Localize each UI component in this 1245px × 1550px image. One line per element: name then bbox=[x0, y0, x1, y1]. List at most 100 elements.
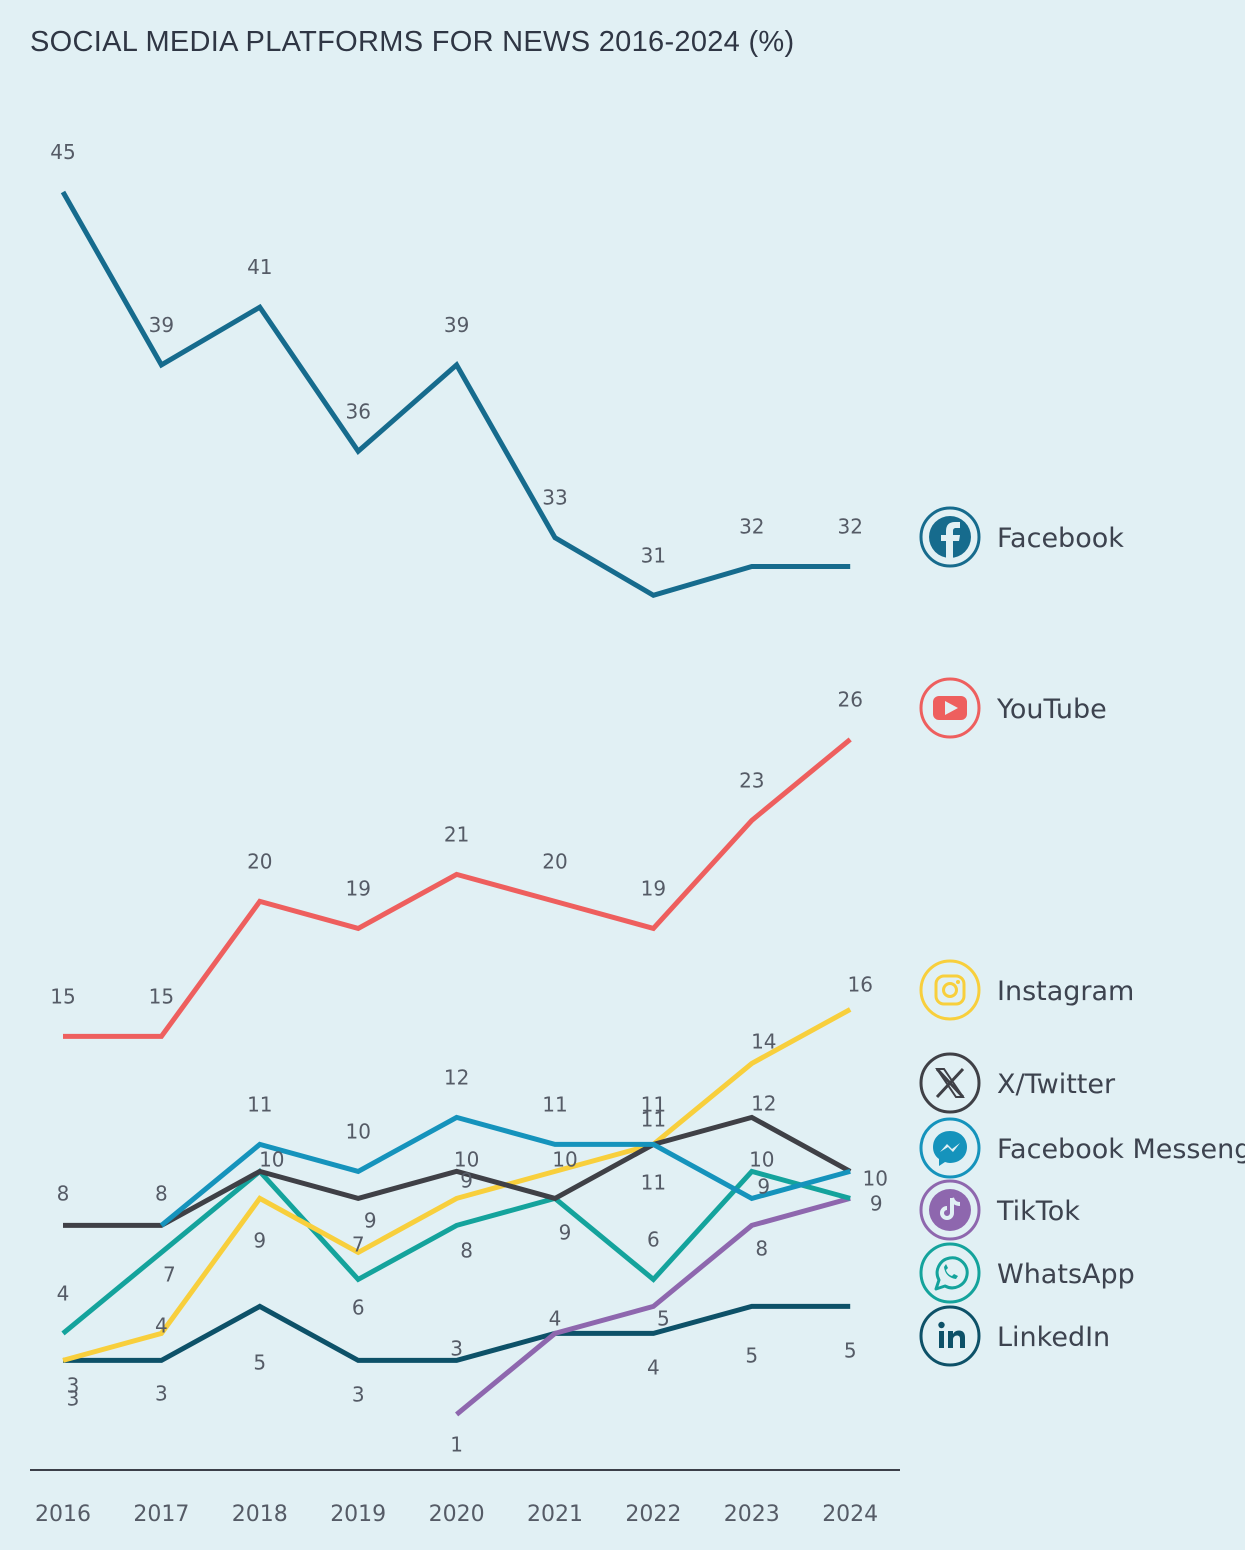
data-label-whatsapp: 7 bbox=[163, 1262, 176, 1286]
data-label-linkedin: 5 bbox=[745, 1343, 758, 1367]
data-label-linkedin: 3 bbox=[155, 1381, 168, 1405]
legend-label: Instagram bbox=[997, 976, 1134, 1007]
data-label-youtube: 19 bbox=[641, 876, 666, 900]
legend-label: TikTok bbox=[996, 1196, 1080, 1227]
data-label-instagram: 3 bbox=[67, 1373, 80, 1397]
data-label-facebook: 31 bbox=[641, 543, 666, 567]
data-label-youtube: 20 bbox=[247, 849, 272, 873]
legend-item-instagram: Instagram bbox=[919, 959, 1134, 1021]
data-label-facebook: 41 bbox=[247, 255, 272, 279]
whatsapp-icon bbox=[934, 1256, 969, 1291]
data-label-whatsapp: 6 bbox=[647, 1227, 660, 1251]
legend-item-tiktok: TikTok bbox=[919, 1179, 1080, 1241]
data-label-whatsapp: 9 bbox=[870, 1191, 883, 1215]
data-label-x-twitter: 11 bbox=[641, 1170, 666, 1194]
legend-label: YouTube bbox=[996, 694, 1107, 725]
data-label-facebook: 32 bbox=[837, 515, 862, 539]
messenger-icon bbox=[933, 1131, 967, 1166]
data-label-facebook: 39 bbox=[444, 313, 469, 337]
linkedin-icon bbox=[938, 1321, 965, 1348]
facebook-icon bbox=[929, 516, 971, 558]
data-label-youtube: 15 bbox=[149, 984, 174, 1008]
data-label-linkedin: 3 bbox=[352, 1382, 365, 1406]
data-label-instagram: 9 bbox=[460, 1168, 473, 1192]
series-line-facebook bbox=[60, 190, 851, 599]
data-label-tiktok: 5 bbox=[657, 1306, 670, 1330]
instagram-icon bbox=[934, 974, 966, 1006]
data-label-instagram: 16 bbox=[847, 972, 872, 996]
data-label-youtube: 23 bbox=[739, 768, 764, 792]
legend-label: X/Twitter bbox=[997, 1069, 1116, 1100]
data-label-linkedin: 5 bbox=[844, 1338, 857, 1362]
data-label-youtube: 20 bbox=[542, 849, 567, 873]
x-tick-label: 2016 bbox=[35, 1502, 91, 1527]
legend-item-facebook: Facebook bbox=[919, 506, 1124, 568]
legend-label: Facebook Messenger bbox=[997, 1134, 1245, 1165]
data-label-facebook-messenger: 11 bbox=[641, 1092, 666, 1116]
x-icon bbox=[935, 1067, 965, 1099]
legend-item-linkedin: LinkedIn bbox=[919, 1305, 1110, 1367]
data-label-instagram: 7 bbox=[352, 1232, 365, 1256]
data-label-whatsapp: 10 bbox=[749, 1147, 774, 1171]
data-label-x-twitter: 9 bbox=[559, 1220, 572, 1244]
data-label-x-twitter: 10 bbox=[454, 1147, 479, 1171]
data-label-facebook: 45 bbox=[50, 140, 75, 164]
data-label-instagram: 10 bbox=[552, 1147, 577, 1171]
chart-title: SOCIAL MEDIA PLATFORMS FOR NEWS 2016-202… bbox=[30, 26, 795, 58]
data-label-x-twitter: 8 bbox=[155, 1181, 168, 1205]
legend-item-youtube: YouTube bbox=[919, 677, 1107, 739]
data-label-youtube: 21 bbox=[444, 822, 469, 846]
data-label-x-twitter: 10 bbox=[259, 1147, 284, 1171]
data-label-whatsapp: 4 bbox=[57, 1281, 70, 1305]
data-label-instagram: 4 bbox=[155, 1313, 168, 1337]
series-line-youtube bbox=[63, 737, 852, 1039]
series-line-facebook-messenger bbox=[159, 1114, 851, 1228]
data-label-youtube: 26 bbox=[837, 687, 862, 711]
data-label-tiktok: 8 bbox=[755, 1236, 768, 1260]
x-tick-label: 2020 bbox=[429, 1502, 485, 1527]
youtube-icon bbox=[933, 696, 967, 720]
legend-item-facebook-messenger: Facebook Messenger bbox=[919, 1117, 1245, 1179]
legend-label: WhatsApp bbox=[997, 1259, 1135, 1290]
legend-label: Facebook bbox=[997, 523, 1124, 554]
legend-item-whatsapp: WhatsApp bbox=[919, 1242, 1135, 1304]
data-label-facebook-messenger: 10 bbox=[345, 1119, 370, 1143]
x-tick-label: 2022 bbox=[625, 1502, 681, 1527]
data-label-facebook-messenger: 11 bbox=[542, 1092, 567, 1116]
data-label-facebook-messenger: 11 bbox=[247, 1092, 272, 1116]
data-label-linkedin: 4 bbox=[549, 1306, 562, 1330]
data-label-youtube: 15 bbox=[50, 984, 75, 1008]
series-line-whatsapp bbox=[61, 1167, 851, 1336]
data-label-tiktok: 1 bbox=[450, 1432, 463, 1456]
data-label-facebook: 36 bbox=[345, 399, 370, 423]
x-tick-label: 2017 bbox=[133, 1502, 189, 1527]
series-line-linkedin bbox=[63, 1303, 851, 1363]
data-label-x-twitter: 8 bbox=[57, 1181, 70, 1205]
x-tick-label: 2018 bbox=[232, 1502, 288, 1527]
x-tick-label: 2019 bbox=[330, 1502, 386, 1527]
data-label-x-twitter: 12 bbox=[751, 1091, 776, 1115]
tiktok-icon bbox=[929, 1189, 971, 1231]
data-label-facebook: 33 bbox=[542, 486, 567, 510]
x-tick-label: 2024 bbox=[822, 1502, 878, 1527]
series-line-tiktok bbox=[455, 1195, 851, 1417]
data-label-linkedin: 3 bbox=[67, 1386, 80, 1410]
x-tick-label: 2023 bbox=[724, 1502, 780, 1527]
data-label-instagram: 9 bbox=[253, 1228, 266, 1252]
data-label-instagram: 14 bbox=[751, 1029, 776, 1053]
legend-label: LinkedIn bbox=[997, 1322, 1110, 1353]
series-line-instagram bbox=[62, 1007, 852, 1363]
data-label-facebook: 39 bbox=[149, 313, 174, 337]
legend-item-x-twitter: X/Twitter bbox=[919, 1052, 1116, 1114]
data-label-youtube: 19 bbox=[345, 876, 370, 900]
data-label-x-twitter: 10 bbox=[862, 1166, 887, 1190]
data-label-facebook: 32 bbox=[739, 515, 764, 539]
data-label-whatsapp: 8 bbox=[460, 1238, 473, 1262]
data-label-x-twitter: 9 bbox=[364, 1208, 377, 1232]
data-label-facebook-messenger: 9 bbox=[757, 1174, 770, 1198]
data-label-linkedin: 3 bbox=[450, 1336, 463, 1360]
data-label-linkedin: 5 bbox=[253, 1350, 266, 1374]
data-label-facebook-messenger: 12 bbox=[444, 1065, 469, 1089]
